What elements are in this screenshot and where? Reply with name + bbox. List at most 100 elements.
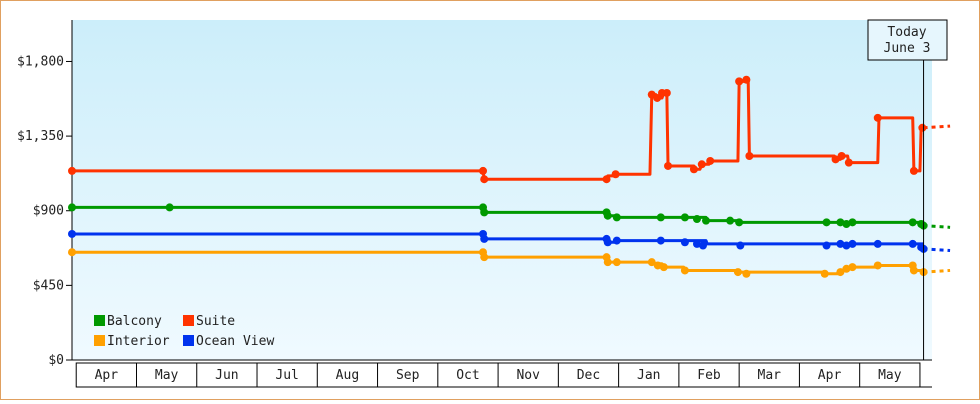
ocean-view-point bbox=[698, 241, 707, 250]
interior-point bbox=[742, 269, 751, 278]
ocean-view-point bbox=[908, 239, 917, 248]
suite-point bbox=[697, 160, 706, 169]
balcony-point bbox=[848, 218, 857, 227]
today-label: Today bbox=[887, 25, 926, 40]
interior-point bbox=[647, 258, 656, 267]
interior-point bbox=[909, 266, 918, 275]
suite-point bbox=[742, 75, 751, 84]
balcony-point bbox=[680, 213, 689, 222]
interior-point bbox=[733, 268, 742, 277]
suite-point bbox=[611, 170, 620, 179]
suite-point bbox=[831, 155, 840, 164]
balcony-point bbox=[735, 218, 744, 227]
month-label: Aug bbox=[336, 368, 359, 383]
month-label: Jul bbox=[275, 368, 298, 383]
ocean-view-point bbox=[736, 241, 745, 250]
legend-swatch-balcony bbox=[94, 315, 105, 326]
interior-point bbox=[820, 269, 829, 278]
ocean-view-point bbox=[822, 241, 831, 250]
interior-point bbox=[603, 258, 612, 267]
suite-point bbox=[918, 123, 927, 132]
legend-label-balcony: Balcony bbox=[107, 314, 162, 329]
suite-point bbox=[479, 166, 488, 175]
suite-point bbox=[689, 165, 698, 174]
y-tick-label: $450 bbox=[33, 278, 64, 293]
ocean-view-point bbox=[68, 229, 76, 238]
suite-point bbox=[480, 175, 489, 184]
suite-point bbox=[653, 93, 662, 102]
interior-point bbox=[659, 263, 668, 272]
balcony-point bbox=[842, 220, 851, 228]
balcony-point bbox=[480, 208, 489, 217]
month-label: Dec bbox=[577, 368, 600, 383]
interior-point bbox=[680, 266, 689, 275]
month-label: Oct bbox=[456, 368, 479, 383]
balcony-point bbox=[822, 218, 831, 227]
interior-point bbox=[480, 253, 489, 262]
ocean-view-point bbox=[842, 241, 851, 250]
interior-point bbox=[68, 248, 76, 257]
ocean-view-point bbox=[480, 234, 489, 243]
month-label: Apr bbox=[95, 368, 119, 383]
today-box bbox=[867, 19, 948, 61]
month-label: May bbox=[155, 368, 179, 383]
suite-point bbox=[662, 88, 671, 97]
ocean-view-point bbox=[603, 238, 612, 247]
y-tick-label: $1,350 bbox=[17, 129, 64, 144]
suite-point bbox=[664, 161, 673, 170]
y-tick-label: $0 bbox=[48, 353, 64, 368]
series-ocean-view bbox=[68, 229, 951, 253]
ocean-view-point bbox=[692, 239, 701, 248]
plot-area bbox=[72, 20, 932, 360]
interior-point bbox=[612, 258, 621, 267]
legend-swatch-interior bbox=[94, 335, 105, 346]
month-label: Nov bbox=[516, 368, 540, 383]
month-label: May bbox=[878, 368, 902, 383]
month-label: Mar bbox=[758, 368, 782, 383]
balcony-point bbox=[603, 211, 612, 220]
y-tick-label: $1,800 bbox=[17, 54, 64, 69]
legend-swatch-suite bbox=[183, 315, 194, 326]
suite-point bbox=[735, 77, 744, 86]
interior-point bbox=[842, 264, 851, 273]
month-label: Apr bbox=[818, 368, 842, 383]
legend-label-interior: Interior bbox=[107, 334, 170, 349]
legend-swatch-ocean-view bbox=[183, 335, 194, 346]
ocean-view-point bbox=[873, 239, 882, 248]
ocean-view-point bbox=[612, 236, 621, 245]
ocean-view-point bbox=[836, 239, 845, 248]
suite-point bbox=[909, 166, 918, 175]
legend-label-ocean-view: Ocean View bbox=[196, 334, 274, 349]
balcony-point bbox=[702, 216, 711, 225]
today-date: June 3 bbox=[884, 41, 931, 56]
suite-point bbox=[745, 152, 754, 160]
balcony-point bbox=[692, 215, 701, 224]
balcony-point bbox=[836, 218, 845, 227]
y-tick-label: $900 bbox=[33, 204, 64, 219]
balcony-point bbox=[656, 213, 665, 222]
suite-point bbox=[68, 166, 76, 175]
legend: Suite Balcony Ocean View Interior bbox=[94, 314, 274, 349]
interior-point bbox=[848, 263, 857, 272]
suite-point bbox=[706, 156, 715, 165]
month-label: Feb bbox=[697, 368, 721, 383]
ocean-view-point bbox=[680, 238, 689, 247]
month-label: Sep bbox=[396, 368, 420, 383]
balcony-point bbox=[165, 203, 174, 212]
month-label: Jun bbox=[215, 368, 238, 383]
suite-point bbox=[602, 175, 611, 184]
ocean-view-point bbox=[848, 239, 857, 248]
ocean-view-point bbox=[656, 236, 665, 245]
balcony-point bbox=[726, 216, 735, 225]
balcony-point bbox=[612, 213, 621, 222]
month-label: Jan bbox=[637, 368, 660, 383]
suite-point bbox=[837, 152, 846, 160]
suite-point bbox=[873, 113, 882, 122]
balcony-point bbox=[68, 203, 76, 212]
series-interior bbox=[68, 248, 951, 278]
interior-point bbox=[873, 261, 882, 270]
interior-point bbox=[836, 268, 845, 277]
legend-label-suite: Suite bbox=[196, 314, 235, 329]
